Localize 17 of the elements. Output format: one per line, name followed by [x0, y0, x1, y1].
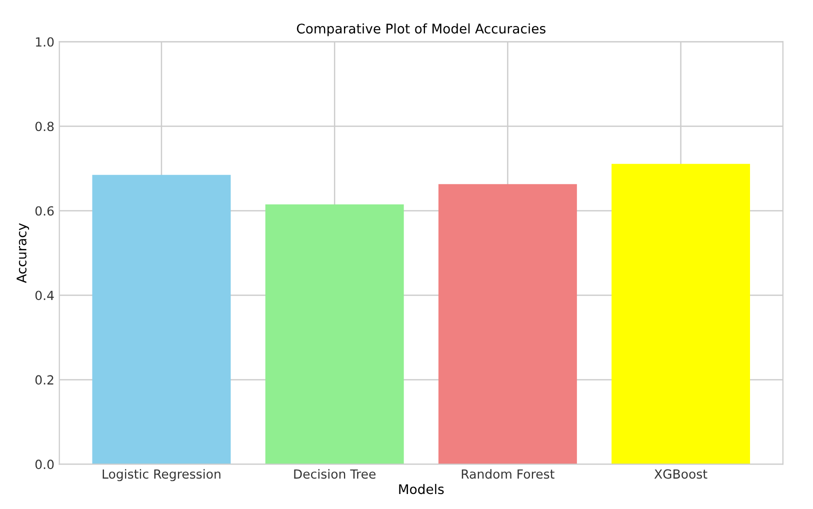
y-tick-label: 0.8: [35, 122, 54, 132]
x-tick-label: Decision Tree: [294, 469, 376, 479]
y-tick-label: 0.0: [35, 460, 54, 470]
bar: [92, 174, 231, 464]
y-tick-label: 0.6: [35, 206, 54, 216]
bar: [265, 204, 404, 464]
bar: [612, 164, 750, 464]
x-tick-label: Logistic Regression: [102, 469, 220, 482]
x-tick-label: XGBoost: [654, 469, 708, 479]
y-tick-label: 1.0: [36, 37, 54, 47]
bar: [438, 184, 577, 464]
y-tick-label: 0.2: [35, 375, 54, 385]
y-axis-title: Accuracy: [16, 223, 30, 283]
y-tick-label: 0.4: [35, 290, 54, 300]
chart-title: Comparative Plot of Model Accuracies: [296, 23, 546, 36]
x-axis-title: Models: [399, 484, 444, 494]
x-tick-label: Random Forest: [462, 469, 554, 479]
